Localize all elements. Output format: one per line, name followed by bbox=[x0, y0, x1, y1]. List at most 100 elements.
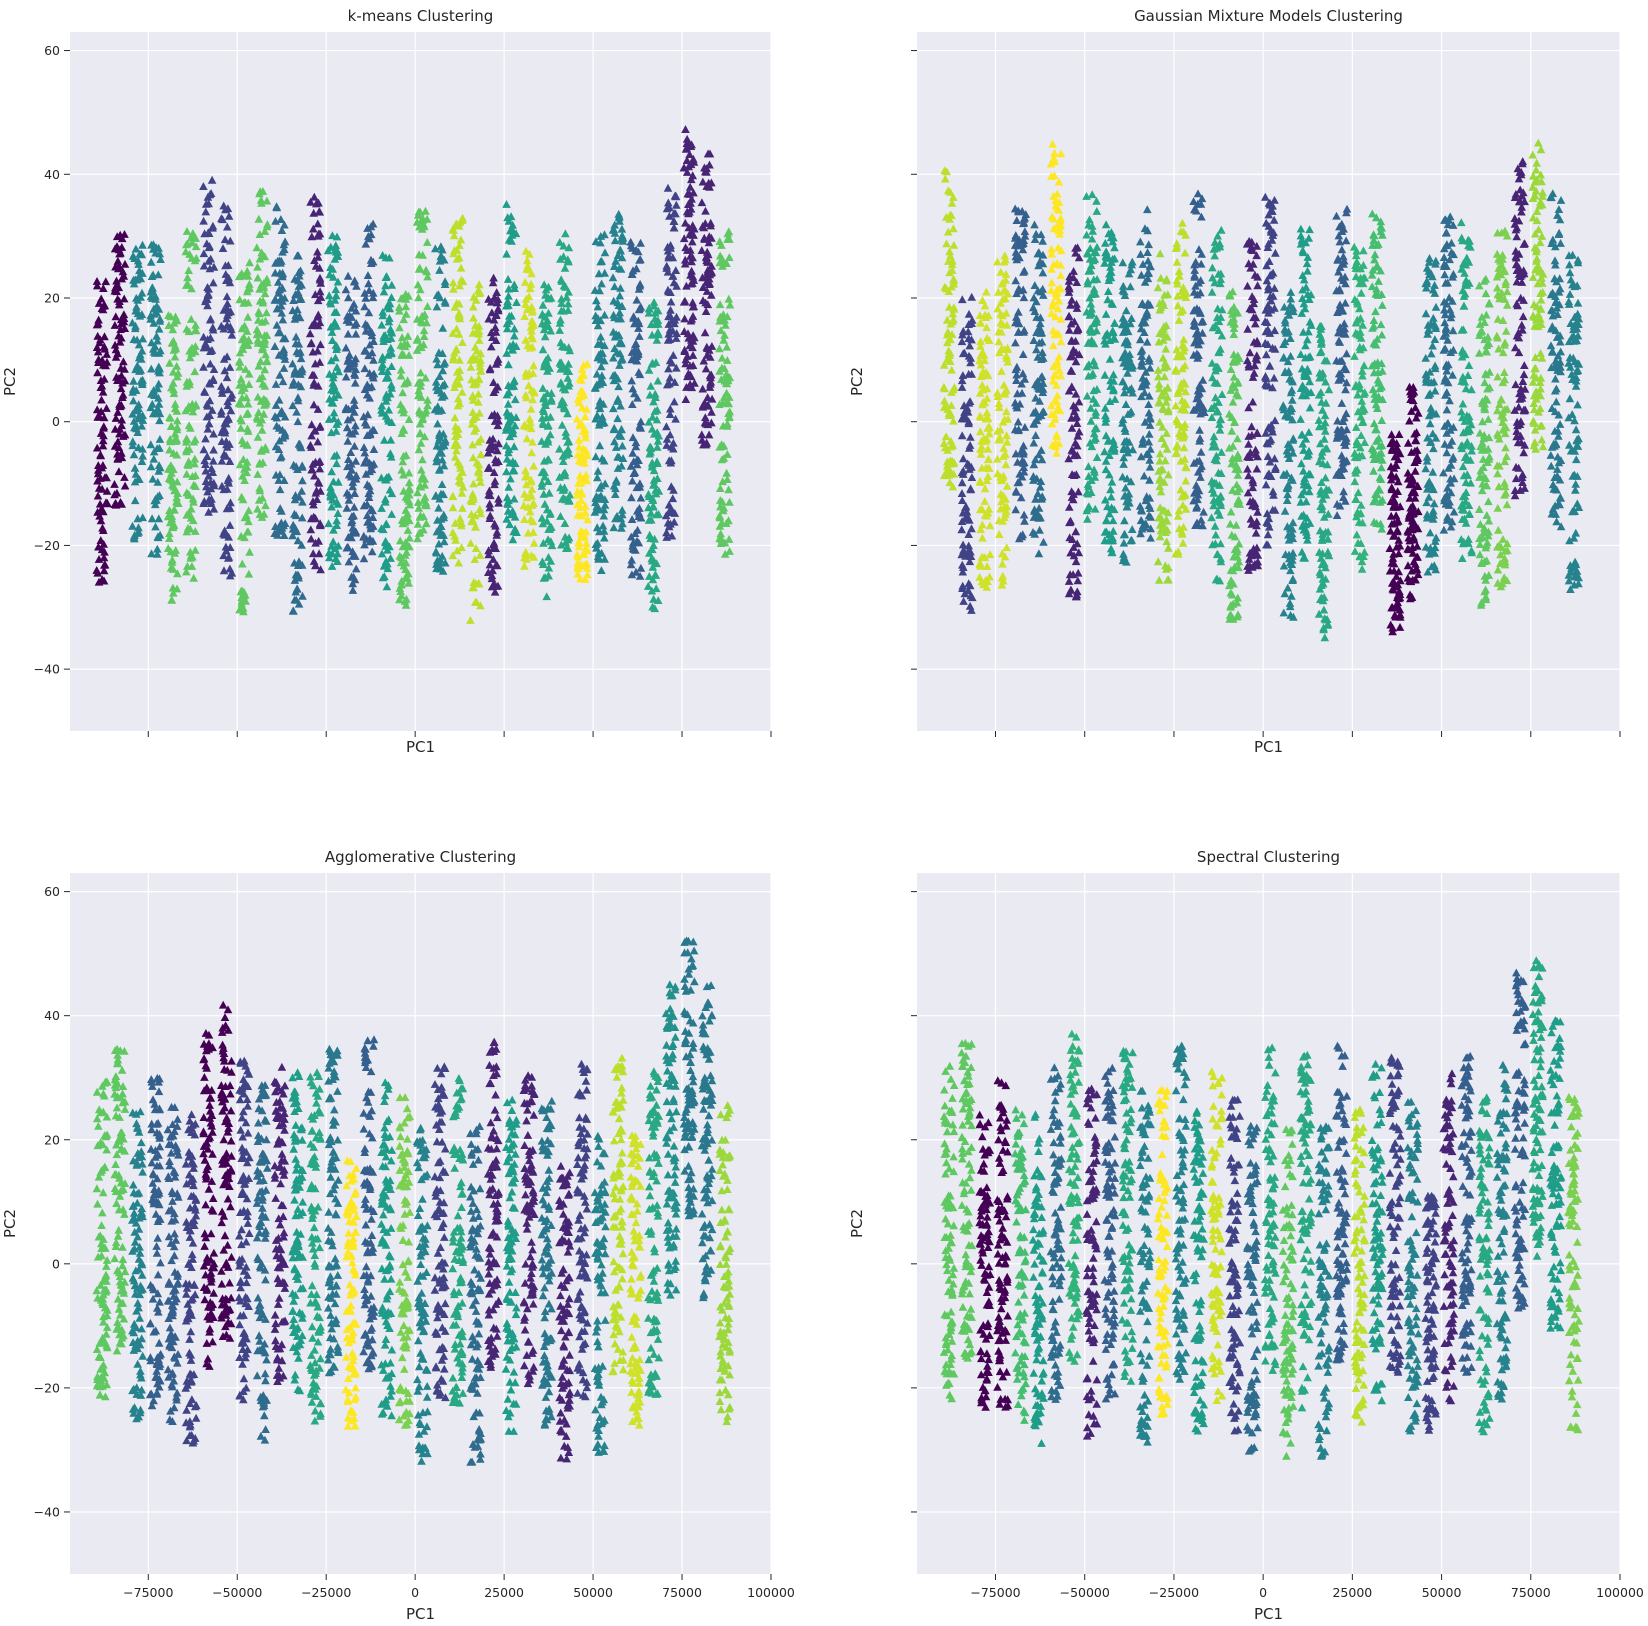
scatter-point bbox=[244, 336, 254, 345]
scatter-point bbox=[721, 370, 731, 379]
scatter-point bbox=[502, 249, 511, 258]
scatter-point bbox=[184, 327, 194, 336]
scatter-point bbox=[201, 207, 211, 216]
scatter-point bbox=[701, 413, 710, 422]
scatter-point bbox=[582, 475, 591, 484]
scatter-point bbox=[343, 356, 352, 365]
scatter-point bbox=[1231, 520, 1241, 529]
scatter-point bbox=[542, 592, 551, 601]
scatter-point bbox=[395, 595, 404, 604]
scatter-point bbox=[98, 305, 108, 314]
scatter-point bbox=[1074, 253, 1084, 262]
scatter-point bbox=[164, 321, 174, 329]
cluster-column bbox=[252, 187, 272, 521]
scatter-point bbox=[1069, 495, 1078, 504]
scatter-point bbox=[295, 271, 304, 280]
scatter-point bbox=[576, 392, 586, 401]
scatter-point bbox=[503, 324, 512, 333]
cluster-column bbox=[1189, 189, 1209, 530]
scatter-point bbox=[111, 345, 121, 354]
scatter-point bbox=[278, 315, 288, 324]
scatter-point bbox=[255, 189, 264, 198]
scatter-point bbox=[977, 577, 987, 586]
scatter-point bbox=[1123, 368, 1132, 377]
scatter-point bbox=[540, 573, 550, 581]
scatter-point bbox=[982, 476, 992, 485]
scatter-point bbox=[349, 395, 359, 404]
scatter-point bbox=[95, 412, 105, 421]
scatter-point bbox=[964, 351, 974, 360]
scatter-point bbox=[983, 472, 993, 480]
scatter-point bbox=[343, 329, 353, 338]
scatter-point bbox=[1194, 245, 1204, 253]
scatter-point bbox=[152, 495, 161, 504]
scatter-point bbox=[166, 475, 175, 484]
scatter-point bbox=[1119, 287, 1129, 296]
scatter-point bbox=[718, 477, 727, 486]
scatter-point bbox=[226, 498, 235, 507]
scatter-point bbox=[170, 399, 180, 408]
scatter-point bbox=[975, 311, 985, 319]
scatter-point bbox=[943, 465, 953, 474]
scatter-point bbox=[379, 561, 389, 570]
scatter-point bbox=[1244, 403, 1253, 412]
scatter-point bbox=[560, 263, 570, 272]
scatter-point bbox=[203, 290, 213, 298]
scatter-point bbox=[1247, 292, 1257, 301]
scatter-point bbox=[557, 294, 566, 303]
scatter-point bbox=[452, 546, 462, 555]
scatter-point bbox=[490, 519, 499, 528]
scatter-point bbox=[651, 358, 661, 366]
scatter-point bbox=[168, 325, 178, 334]
scatter-point bbox=[1189, 458, 1199, 467]
scatter-point bbox=[541, 285, 551, 294]
scatter-point bbox=[597, 371, 607, 380]
scatter-point bbox=[544, 525, 553, 533]
scatter-point bbox=[994, 516, 1004, 524]
scatter-point bbox=[965, 341, 974, 350]
scatter-point bbox=[943, 445, 952, 454]
scatter-point bbox=[706, 221, 715, 230]
scatter-point bbox=[1195, 425, 1204, 434]
scatter-point bbox=[279, 476, 289, 484]
scatter-point bbox=[615, 361, 624, 369]
scatter-point bbox=[474, 460, 484, 469]
scatter-point bbox=[540, 472, 549, 481]
scatter-point bbox=[432, 302, 442, 311]
scatter-point bbox=[476, 450, 486, 459]
scatter-point bbox=[468, 453, 478, 462]
scatter-point bbox=[313, 346, 322, 355]
scatter-point bbox=[941, 212, 951, 221]
scatter-point bbox=[341, 285, 351, 294]
scatter-point bbox=[680, 296, 690, 305]
scatter-point bbox=[99, 360, 108, 369]
scatter-point bbox=[487, 328, 496, 337]
scatter-point bbox=[1233, 452, 1242, 461]
scatter-point bbox=[688, 312, 698, 320]
scatter-point bbox=[631, 442, 641, 451]
scatter-point bbox=[436, 531, 445, 539]
scatter-point bbox=[274, 328, 283, 337]
scatter-point bbox=[331, 291, 341, 300]
scatter-point bbox=[998, 559, 1007, 568]
scatter-point bbox=[716, 484, 725, 492]
scatter-point bbox=[168, 367, 178, 376]
scatter-point bbox=[315, 263, 324, 272]
scatter-point bbox=[352, 471, 361, 480]
scatter-point bbox=[1145, 455, 1154, 464]
scatter-point bbox=[1229, 552, 1238, 561]
scatter-point bbox=[440, 391, 449, 400]
scatter-point bbox=[527, 485, 537, 493]
scatter-point bbox=[476, 367, 485, 375]
scatter-point bbox=[1038, 284, 1047, 293]
scatter-point bbox=[1036, 482, 1045, 491]
scatter-point bbox=[1247, 305, 1257, 314]
scatter-point bbox=[1048, 341, 1058, 350]
scatter-point bbox=[719, 335, 728, 344]
scatter-point bbox=[327, 356, 336, 365]
scatter-point bbox=[1143, 299, 1153, 307]
scatter-point bbox=[1106, 262, 1115, 271]
scatter-point bbox=[349, 277, 359, 286]
scatter-point bbox=[1087, 442, 1097, 451]
scatter-point bbox=[653, 442, 662, 451]
